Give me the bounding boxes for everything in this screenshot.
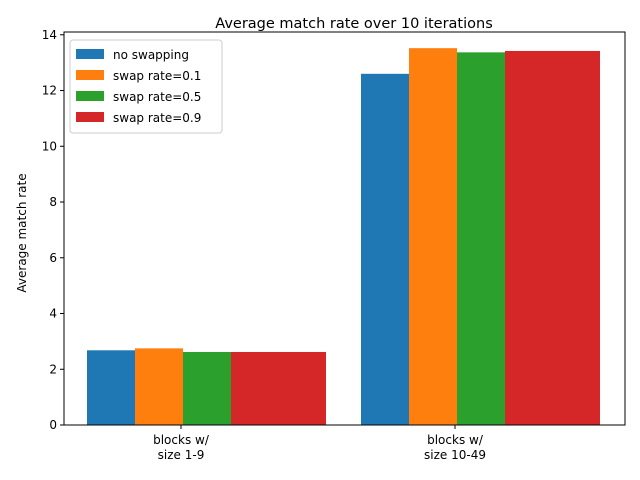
y-tick-label: 12 — [42, 84, 57, 98]
x-tick-label: blocks w/ — [153, 433, 210, 447]
y-tick-label: 2 — [49, 362, 57, 376]
legend-label: swap rate=0.9 — [113, 111, 201, 125]
bar-swap-rate-0-5-1 — [457, 52, 505, 426]
x-tick-label: size 1-9 — [158, 448, 205, 462]
bar-no-swapping-0 — [87, 350, 135, 425]
legend-swatch — [76, 112, 104, 122]
y-tick-label: 0 — [49, 418, 57, 432]
x-tick-label: blocks w/ — [427, 433, 484, 447]
bar-swap-rate-0-9-1 — [505, 50, 600, 426]
y-tick-label: 8 — [49, 195, 57, 209]
chart-title: Average match rate over 10 iterations — [215, 16, 493, 32]
bar-swap-rate-0-1-1 — [409, 48, 457, 426]
legend-box — [69, 39, 223, 134]
legend-swatch — [76, 70, 104, 80]
bar-swap-rate-0-1-0 — [135, 348, 183, 425]
legend-swatch — [76, 91, 104, 101]
y-axis-label: Average match rate — [15, 173, 29, 292]
x-tick-label: size 10-49 — [424, 448, 486, 462]
y-tick-label: 6 — [49, 251, 57, 265]
legend-label: swap rate=0.1 — [113, 69, 201, 83]
bar-no-swapping-1 — [361, 73, 409, 426]
y-tick-label: 14 — [42, 28, 57, 42]
plot-frame — [63, 31, 626, 426]
bars-group — [87, 48, 600, 426]
legend-swatch — [76, 49, 104, 59]
y-tick-label: 10 — [42, 139, 57, 153]
legend-label: swap rate=0.5 — [113, 90, 201, 104]
y-axis-ticks: 0 2 4 6 8 10 12 14 — [42, 28, 64, 432]
bar-swap-rate-0-9-0 — [231, 351, 326, 425]
legend: no swapping swap rate=0.1 swap rate=0.5 swa… — [69, 39, 223, 134]
bar-swap-rate-0-5-0 — [183, 351, 231, 425]
y-tick-label: 4 — [49, 307, 57, 321]
legend-label: no swapping — [113, 48, 189, 62]
